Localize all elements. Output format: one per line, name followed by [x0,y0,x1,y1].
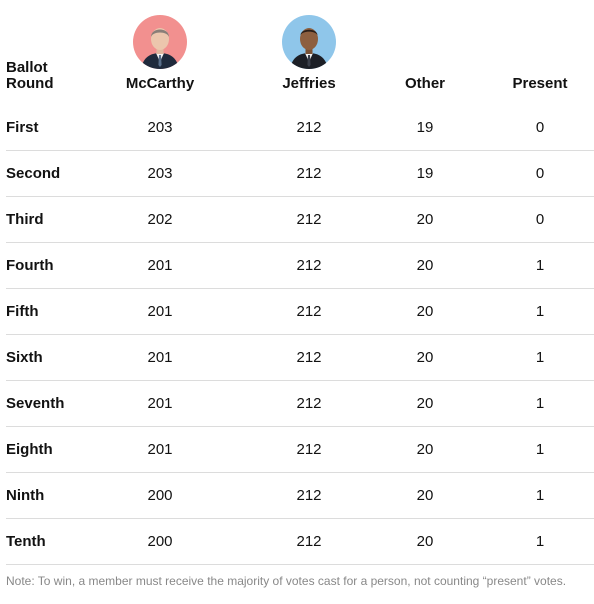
header-other: Other [404,75,446,92]
cell-other-votes: 20 [416,349,434,366]
cell-mccarthy-votes: 201 [147,303,173,320]
table-row: First 203 212 19 0 [6,105,594,151]
header-present: Present [512,75,568,92]
cell-present-votes: 1 [535,303,545,320]
cell-present-votes: 0 [535,165,545,182]
cell-present-votes: 1 [535,257,545,274]
table-row: Tenth 200 212 20 1 [6,519,594,565]
cell-other-votes: 20 [416,395,434,412]
mccarthy-avatar [133,15,187,69]
cell-other-votes: 20 [416,303,434,320]
table-row: Fifth 201 212 20 1 [6,289,594,335]
cell-round-label: Eighth [6,441,53,458]
cell-jeffries-votes: 212 [296,533,322,550]
cell-mccarthy-votes: 201 [147,257,173,274]
cell-mccarthy-votes: 200 [147,533,173,550]
table-row: Sixth 201 212 20 1 [6,335,594,381]
cell-round-label: Fifth [6,303,39,320]
header-ballot-round-line1: Ballot [6,59,48,76]
header-ballot-round-line2: Round [6,75,54,92]
cell-present-votes: 0 [535,119,545,136]
cell-mccarthy-votes: 201 [147,441,173,458]
cell-other-votes: 19 [416,165,434,182]
cell-present-votes: 0 [535,211,545,228]
cell-other-votes: 20 [416,441,434,458]
cell-other-votes: 19 [416,119,434,136]
cell-mccarthy-votes: 202 [147,211,173,228]
table-row: Seventh 201 212 20 1 [6,381,594,427]
table-row: Third 202 212 20 0 [6,197,594,243]
cell-jeffries-votes: 212 [296,119,322,136]
jeffries-portrait-icon [282,15,336,69]
cell-present-votes: 1 [535,395,545,412]
cell-other-votes: 20 [416,487,434,504]
cell-round-label: Third [6,211,44,228]
cell-present-votes: 1 [535,533,545,550]
cell-jeffries-votes: 212 [296,349,322,366]
table-body: First 203 212 19 0 Second 203 212 19 0 Third 202 212… [6,105,594,565]
cell-mccarthy-votes: 201 [147,395,173,412]
cell-mccarthy-votes: 201 [147,349,173,366]
header-ballot-round: Ballot Round [6,60,86,92]
cell-round-label: Tenth [6,533,46,550]
cell-round-label: Fourth [6,257,54,274]
cell-jeffries-votes: 212 [296,487,322,504]
cell-present-votes: 1 [535,487,545,504]
cell-jeffries-votes: 212 [296,395,322,412]
cell-jeffries-votes: 212 [296,303,322,320]
cell-mccarthy-votes: 203 [147,165,173,182]
table-row: Fourth 201 212 20 1 [6,243,594,289]
cell-other-votes: 20 [416,533,434,550]
table-row: Second 203 212 19 0 [6,151,594,197]
header-jeffries: Jeffries [282,75,336,92]
cell-other-votes: 20 [416,257,434,274]
cell-jeffries-votes: 212 [296,211,322,228]
mccarthy-portrait-icon [133,15,187,69]
cell-mccarthy-votes: 200 [147,487,173,504]
table-row: Ninth 200 212 20 1 [6,473,594,519]
cell-present-votes: 1 [535,441,545,458]
cell-round-label: Sixth [6,349,43,366]
cell-round-label: First [6,119,39,136]
cell-round-label: Ninth [6,487,45,504]
header-mccarthy: McCarthy [125,75,195,92]
table-note: Note: To win, a member must receive the … [6,574,567,588]
cell-other-votes: 20 [416,211,434,228]
cell-jeffries-votes: 212 [296,441,322,458]
cell-round-label: Seventh [6,395,65,412]
cell-mccarthy-votes: 203 [147,119,173,136]
table-row: Eighth 201 212 20 1 [6,427,594,473]
cell-present-votes: 1 [535,349,545,366]
cell-jeffries-votes: 212 [296,165,322,182]
cell-jeffries-votes: 212 [296,257,322,274]
jeffries-avatar [282,15,336,69]
cell-round-label: Second [6,165,61,182]
